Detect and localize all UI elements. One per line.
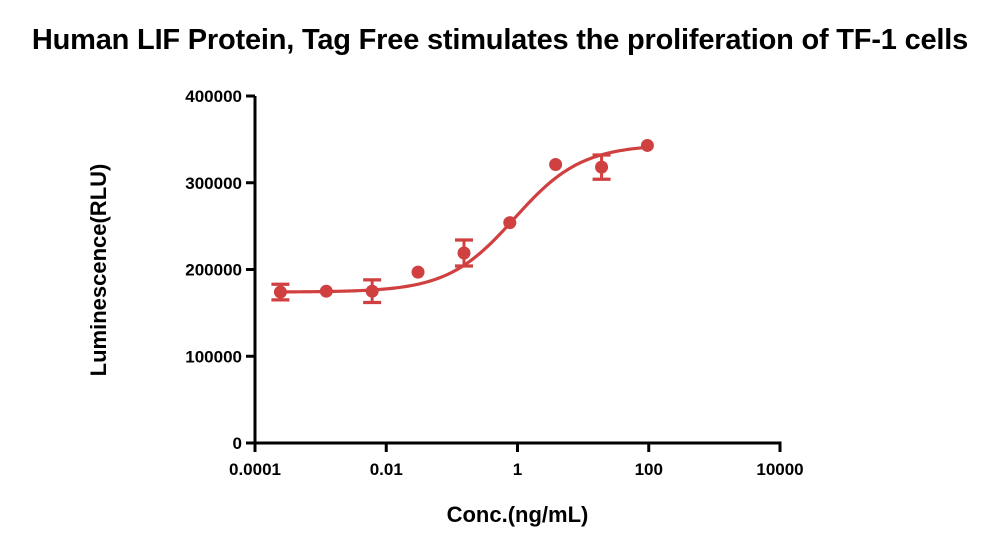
chart-title: Human LIF Protein, Tag Free stimulates t… [31, 24, 969, 56]
data-point-group [454, 238, 473, 268]
x-tick-label: 10000 [756, 460, 803, 479]
data-point [457, 246, 471, 260]
data-point [640, 138, 654, 152]
y-tick-label: 100000 [185, 347, 242, 366]
data-point [273, 285, 287, 299]
points-layer [271, 138, 654, 305]
data-point [319, 284, 333, 298]
data-point-group [363, 278, 382, 305]
x-tick-label: 1 [513, 460, 522, 479]
fit-layer [278, 145, 650, 294]
data-point-group [640, 138, 654, 152]
data-point [549, 158, 563, 172]
x-tick-label: 0.0001 [229, 460, 281, 479]
x-axis-title: Conc.(ng/mL) [447, 502, 589, 527]
fit-curve [278, 145, 650, 294]
data-point [595, 160, 609, 174]
x-tick-label: 100 [635, 460, 663, 479]
x-tick-label: 0.01 [370, 460, 403, 479]
y-tick-label: 300000 [185, 174, 242, 193]
data-point [503, 216, 517, 230]
y-tick-label: 0 [233, 434, 242, 453]
y-tick-label: 200000 [185, 261, 242, 280]
x-axis-ticks: 0.0001 0.01 1 100 10000 [229, 443, 804, 479]
axes [253, 96, 782, 445]
data-point-group [411, 265, 425, 279]
data-point-group [503, 216, 517, 230]
data-point-group [592, 153, 611, 181]
y-tick-label: 400000 [185, 87, 242, 106]
y-axis-title: Luminescence(RLU) [86, 164, 111, 377]
data-point [365, 284, 379, 298]
data-point [411, 265, 425, 279]
data-point-group [319, 284, 333, 298]
data-point-group [271, 282, 290, 302]
y-axis-ticks: 0 100000 200000 300000 400000 [185, 87, 255, 453]
data-point-group [549, 158, 563, 172]
